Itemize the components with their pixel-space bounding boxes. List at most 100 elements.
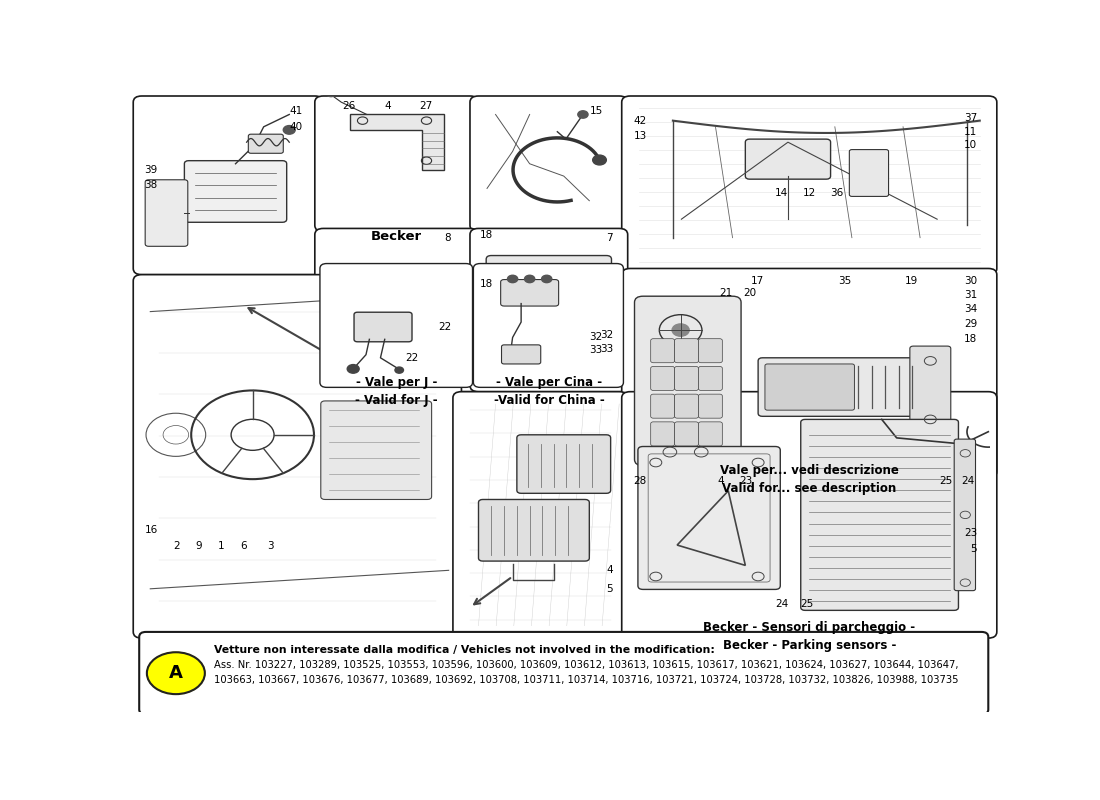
Text: Bose: Bose [521,637,560,651]
FancyBboxPatch shape [517,435,611,494]
FancyBboxPatch shape [473,263,624,387]
FancyBboxPatch shape [651,422,674,446]
FancyBboxPatch shape [140,632,988,714]
Text: 22: 22 [438,322,451,332]
Text: 33: 33 [588,345,602,354]
Text: 32: 32 [600,330,613,340]
FancyBboxPatch shape [315,96,478,231]
Circle shape [416,351,429,361]
Circle shape [284,126,295,134]
Circle shape [395,367,404,373]
Text: 30: 30 [964,276,977,286]
FancyBboxPatch shape [185,161,287,222]
FancyBboxPatch shape [321,401,431,499]
FancyBboxPatch shape [651,366,674,390]
Text: 19: 19 [904,276,918,286]
FancyBboxPatch shape [698,338,723,362]
Text: 29: 29 [964,319,977,329]
Text: 4: 4 [717,476,724,486]
Circle shape [348,365,359,373]
FancyBboxPatch shape [910,346,950,428]
Text: 5: 5 [606,584,613,594]
FancyBboxPatch shape [758,358,916,416]
Text: Vale per... vedi descrizione
Valid for... see description: Vale per... vedi descrizione Valid for..… [719,464,899,494]
Circle shape [147,652,205,694]
Text: 37: 37 [964,113,977,122]
Text: 39: 39 [144,165,157,175]
FancyBboxPatch shape [320,263,473,387]
Text: 21: 21 [719,288,733,298]
Text: 1: 1 [218,541,224,550]
Text: 24: 24 [776,599,789,610]
Text: 11: 11 [964,126,977,137]
FancyBboxPatch shape [764,364,855,410]
FancyBboxPatch shape [470,96,628,231]
Text: 10: 10 [964,140,977,150]
FancyBboxPatch shape [849,150,889,197]
FancyBboxPatch shape [674,366,698,390]
FancyBboxPatch shape [486,255,612,365]
Text: 22: 22 [405,353,418,363]
FancyBboxPatch shape [674,394,698,418]
Text: 4: 4 [606,566,613,575]
Text: 23: 23 [964,528,977,538]
Text: 40: 40 [289,122,302,132]
Text: 17: 17 [751,276,764,286]
Text: 31: 31 [964,290,977,300]
Text: 4: 4 [385,102,392,111]
FancyBboxPatch shape [478,499,590,561]
FancyBboxPatch shape [698,366,723,390]
FancyBboxPatch shape [354,312,412,342]
Text: - Vale per J -
- Valid for J -: - Vale per J - - Valid for J - [355,376,438,407]
FancyBboxPatch shape [378,267,416,288]
Text: 35: 35 [838,276,851,286]
FancyBboxPatch shape [502,345,541,364]
Text: 9: 9 [196,541,202,550]
Text: 16: 16 [144,526,157,535]
FancyBboxPatch shape [801,419,958,610]
Text: 18: 18 [481,279,494,289]
FancyBboxPatch shape [746,139,830,179]
Text: 2: 2 [174,541,180,550]
Text: 25: 25 [801,599,814,610]
Circle shape [507,275,518,282]
Text: 103663, 103667, 103676, 103677, 103689, 103692, 103708, 103711, 103714, 103716, : 103663, 103667, 103676, 103677, 103689, … [214,675,959,685]
Text: 23: 23 [739,476,752,486]
FancyBboxPatch shape [133,274,462,638]
FancyBboxPatch shape [133,96,323,274]
Text: 13: 13 [634,131,647,141]
FancyBboxPatch shape [145,180,188,246]
Circle shape [672,324,690,336]
Text: passionforparts.info: passionforparts.info [183,408,945,474]
Text: 20: 20 [742,288,756,298]
FancyBboxPatch shape [954,439,976,590]
FancyBboxPatch shape [638,446,780,590]
Circle shape [326,90,337,97]
Text: 7: 7 [606,233,613,242]
Text: 14: 14 [776,188,789,198]
Text: 34: 34 [964,304,977,314]
Text: Becker: Becker [371,230,422,242]
Text: 32: 32 [588,333,602,342]
FancyBboxPatch shape [453,392,628,638]
FancyBboxPatch shape [500,279,559,306]
FancyBboxPatch shape [635,296,741,466]
Circle shape [525,275,535,282]
Text: - Vale per Cina -
-Valid for China -: - Vale per Cina - -Valid for China - [494,376,605,407]
Text: 33: 33 [600,343,613,354]
Text: 24: 24 [961,476,975,486]
FancyBboxPatch shape [698,422,723,446]
Text: Vetture non interessate dalla modifica / Vehicles not involved in the modificati: Vetture non interessate dalla modifica /… [214,646,715,655]
FancyBboxPatch shape [651,338,674,362]
Text: 36: 36 [829,188,843,198]
Text: 26: 26 [342,102,355,111]
Text: 12: 12 [803,188,816,198]
Text: Becker - Sensori di parcheggio -
Becker - Parking sensors -: Becker - Sensori di parcheggio - Becker … [703,621,915,652]
Text: 41: 41 [289,106,302,116]
Polygon shape [350,114,443,170]
FancyBboxPatch shape [249,134,284,154]
Text: 18: 18 [964,334,977,344]
Text: 6: 6 [240,541,246,550]
FancyBboxPatch shape [674,338,698,362]
FancyBboxPatch shape [698,394,723,418]
